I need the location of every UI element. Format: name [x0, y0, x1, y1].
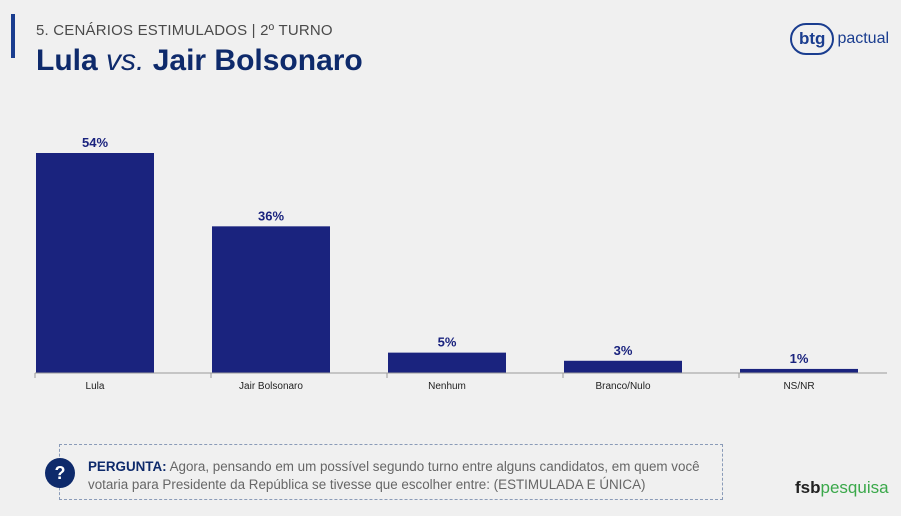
data-label-4: 1% — [790, 351, 809, 366]
fsb-text: fsb — [795, 478, 821, 497]
category-label-3: Branco/Nulo — [595, 381, 650, 392]
question-label: PERGUNTA: — [88, 459, 167, 474]
data-label-2: 5% — [438, 335, 457, 350]
question-body: Agora, pensando em um possível segundo t… — [88, 459, 700, 492]
title-candidate-2: Jair Bolsonaro — [152, 44, 363, 77]
bar-2 — [388, 352, 506, 373]
bar-4 — [740, 368, 858, 373]
btg-pactual-text: pactual — [837, 30, 890, 47]
title-vs: vs. — [106, 44, 145, 77]
section-subtitle: 5. CENÁRIOS ESTIMULADOS | 2º TURNO — [36, 22, 333, 39]
category-label-2: Nenhum — [428, 381, 466, 392]
data-label-3: 3% — [614, 343, 633, 358]
page-title: Lula vs. Jair Bolsonaro — [36, 44, 363, 78]
question-text: PERGUNTA: Agora, pensando em um possível… — [88, 458, 708, 494]
btg-pactual-logo: btg pactual — [790, 22, 889, 56]
data-label-1: 36% — [258, 208, 284, 223]
btg-mark: btg — [790, 23, 835, 55]
category-label-1: Jair Bolsonaro — [239, 381, 303, 392]
category-label-0: Lula — [86, 381, 105, 392]
category-label-4: NS/NR — [783, 381, 814, 392]
data-label-0: 54% — [82, 135, 108, 150]
question-icon: ? — [45, 458, 75, 488]
bar-0 — [36, 153, 154, 373]
fsb-pesquisa-logo: fsbpesquisa — [795, 478, 889, 498]
title-candidate-1: Lula — [36, 44, 98, 77]
pesquisa-text: pesquisa — [820, 478, 889, 497]
bar-1 — [212, 226, 330, 373]
bar-3 — [564, 360, 682, 373]
accent-bar — [11, 14, 15, 58]
